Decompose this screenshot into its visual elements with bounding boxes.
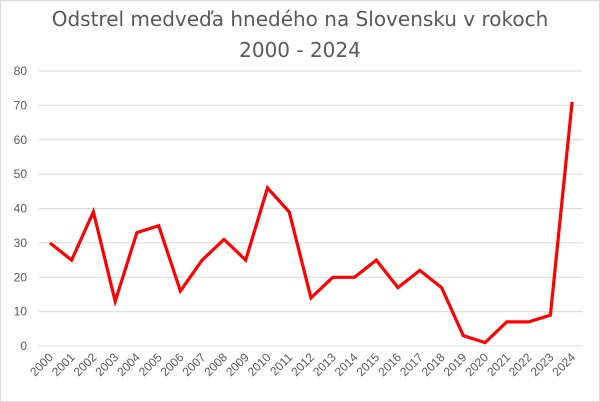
x-tick-label: 2018 [419,350,448,379]
x-tick-label: 2015 [354,350,383,379]
x-tick-label: 2007 [180,350,209,379]
x-tick-label: 2019 [441,350,470,379]
y-tick-label: 80 [14,64,28,78]
gridlines [39,70,583,347]
x-tick-label: 2021 [484,350,513,379]
x-tick-label: 2016 [375,350,404,379]
x-tick-label: 2012 [288,350,317,379]
x-tick-label: 2022 [506,350,535,379]
x-tick-label: 2000 [27,350,56,379]
x-tick-label: 2011 [267,350,295,378]
x-tick-label: 2002 [71,350,100,379]
series-line [48,101,574,345]
x-tick-label: 2003 [92,350,121,379]
y-tick-label: 10 [14,305,28,319]
chart-title: Odstrel medveďa hnedého na Slovensku v r… [0,4,600,66]
y-tick-label: 40 [14,202,28,216]
y-tick-label: 50 [14,167,28,181]
y-tick-label: 70 [14,98,28,112]
x-tick-label: 2008 [201,350,230,379]
x-tick-label: 2014 [332,350,361,379]
x-tick-label: 2024 [549,350,578,379]
x-tick-label: 2010 [245,350,274,379]
chart-title-line-1: Odstrel medveďa hnedého na Slovensku v r… [51,7,549,31]
y-tick-label: 30 [14,236,28,250]
x-axis-labels: 2000200120022003200420052006200720082009… [27,350,578,379]
chart-title-line-2: 2000 - 2024 [239,38,361,62]
y-tick-label: 0 [20,339,27,353]
x-tick-label: 2005 [136,350,165,379]
y-tick-label: 20 [14,270,28,284]
y-tick-label: 60 [14,133,28,147]
x-tick-label: 2001 [49,350,78,379]
x-tick-label: 2004 [114,350,143,379]
x-tick-label: 2013 [310,350,339,379]
y-axis-labels: 0 10 20 30 40 50 60 70 80 [14,64,28,353]
x-tick-label: 2020 [462,350,491,379]
x-tick-label: 2006 [158,350,187,379]
x-tick-label: 2017 [397,350,426,379]
x-tick-label: 2023 [528,350,557,379]
x-tick-label: 2009 [223,350,252,379]
